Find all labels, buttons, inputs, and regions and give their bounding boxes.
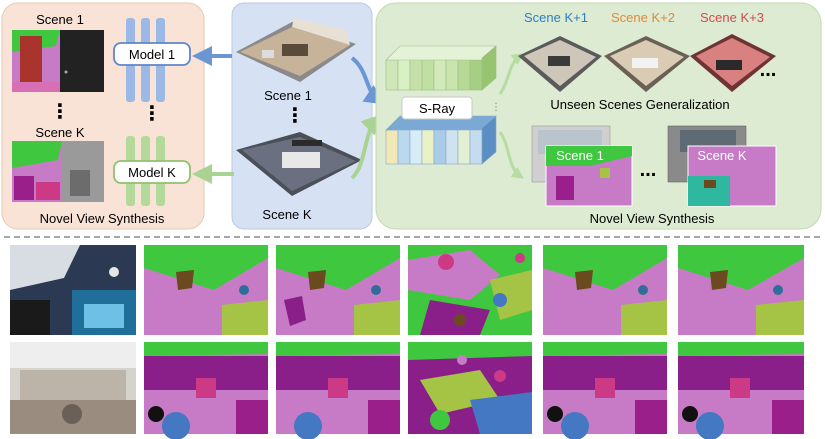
left-scene-k-image bbox=[12, 141, 104, 202]
unseen-caption: Unseen Scenes Generalization bbox=[550, 97, 729, 112]
scene-k1-render bbox=[518, 36, 602, 92]
middle-dots: ⋮ bbox=[285, 105, 305, 127]
model-k-block: Model K bbox=[113, 136, 191, 206]
sray-top-layers bbox=[385, 45, 497, 91]
middle-scene-k-render bbox=[236, 132, 362, 196]
results-row-2 bbox=[10, 342, 804, 439]
arrow-scene-1-to-sray bbox=[350, 56, 385, 105]
novel-view-scene-k-label: Scene K bbox=[697, 148, 746, 163]
seg-map-1-4 bbox=[543, 245, 667, 335]
seg-map-1-3 bbox=[408, 245, 532, 335]
sray-bottom-layers bbox=[385, 115, 497, 165]
rgb-image-row-1 bbox=[10, 245, 136, 335]
left-panel: Scene 1 ⋮ Scene K Model 1 bbox=[1, 2, 205, 230]
results-row-1 bbox=[10, 245, 804, 335]
model-k-label: Model K bbox=[128, 165, 176, 180]
novel-view-dots: ... bbox=[640, 159, 657, 181]
left-dots-1: ⋮ bbox=[50, 101, 70, 123]
arrow-to-novel-views bbox=[498, 131, 524, 179]
model-1-block: Model 1 bbox=[113, 18, 191, 102]
scene-k2-render bbox=[604, 36, 690, 92]
middle-scene-1-label: Scene 1 bbox=[264, 88, 312, 103]
sray-dots: ⋮ bbox=[491, 102, 501, 113]
seg-map-2-4 bbox=[543, 342, 667, 439]
left-scene-1-image bbox=[12, 30, 104, 92]
novel-view-caption: Novel View Synthesis bbox=[590, 211, 715, 226]
scene-k3-render bbox=[690, 34, 776, 92]
left-scene-k-label: Scene K bbox=[35, 125, 84, 140]
sray-label: S-Ray bbox=[419, 101, 456, 116]
unseen-more-dots: ... bbox=[760, 59, 777, 81]
middle-panel: Scene 1 ⋮ Scene K bbox=[231, 2, 373, 230]
right-panel: S-Ray ⋮ Scene K+1 Scene K+2 Scene K+3 ..… bbox=[375, 2, 822, 230]
left-caption: Novel View Synthesis bbox=[40, 211, 165, 226]
novel-view-scene-1-label: Scene 1 bbox=[556, 148, 604, 163]
scene-k1-label: Scene K+1 bbox=[524, 10, 588, 25]
seg-map-2-5 bbox=[678, 342, 804, 439]
model-dots: ⋮ bbox=[142, 103, 162, 125]
middle-scene-1-render bbox=[236, 18, 356, 82]
novel-view-scene-1: Scene 1 bbox=[531, 125, 633, 207]
scene-k2-label: Scene K+2 bbox=[611, 10, 675, 25]
novel-view-scene-k: Scene K bbox=[667, 125, 777, 207]
model-1-label: Model 1 bbox=[129, 47, 175, 62]
seg-map-2-3 bbox=[408, 342, 532, 434]
sray-block: S-Ray ⋮ bbox=[385, 45, 501, 165]
scene-k3-label: Scene K+3 bbox=[700, 10, 764, 25]
middle-scene-k-label: Scene K bbox=[262, 207, 311, 222]
seg-map-1-1 bbox=[144, 245, 268, 335]
left-scene-1-label: Scene 1 bbox=[36, 12, 84, 27]
seg-map-2-2 bbox=[276, 342, 400, 439]
seg-map-1-5 bbox=[678, 245, 804, 335]
rgb-image-row-2 bbox=[10, 342, 136, 434]
seg-map-1-2 bbox=[276, 245, 400, 335]
arrow-to-unseen-scenes bbox=[498, 53, 524, 95]
arrow-scene-k-to-sray bbox=[350, 114, 382, 180]
seg-map-2-1 bbox=[144, 342, 268, 439]
